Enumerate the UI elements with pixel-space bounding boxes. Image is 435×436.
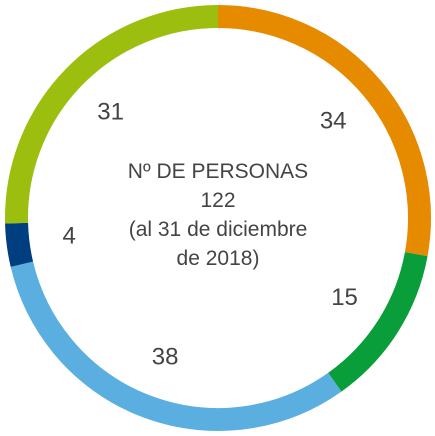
donut-segment <box>327 251 428 392</box>
donut-segment <box>10 261 342 431</box>
data-label: 31 <box>97 99 124 126</box>
data-label: 34 <box>320 107 347 134</box>
center-text: Nº DE PERSONAS <box>128 160 308 183</box>
center-text: de 2018) <box>177 247 260 270</box>
donut-segment <box>217 5 431 257</box>
data-label: 38 <box>152 344 179 371</box>
center-text: 122 <box>200 189 235 212</box>
donut-segment <box>5 5 219 224</box>
data-label: 4 <box>63 223 76 250</box>
center-text: (al 31 de diciembre <box>129 218 308 241</box>
donut-segment <box>5 222 34 267</box>
data-label: 15 <box>331 284 358 311</box>
